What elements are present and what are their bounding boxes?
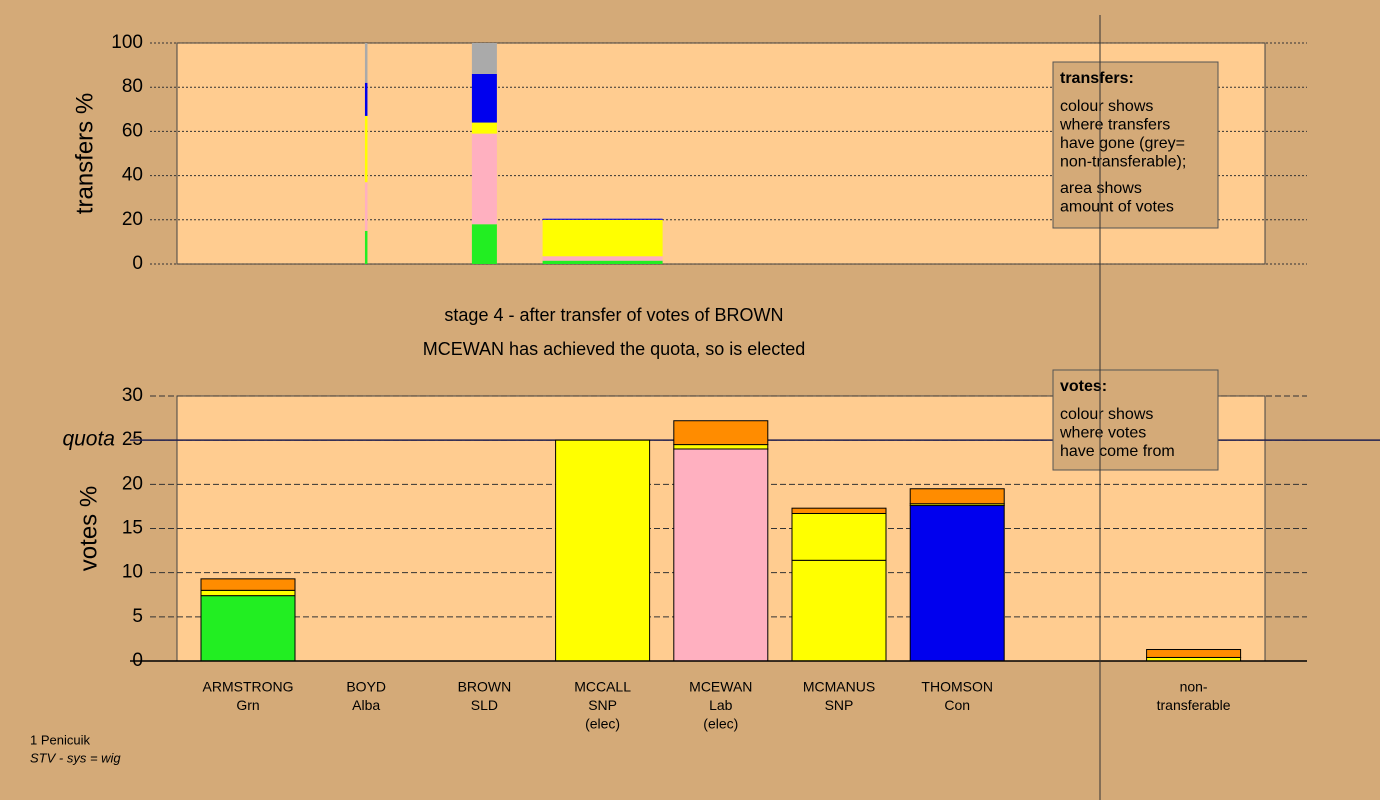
bar-segment xyxy=(791,559,887,662)
bar-segment xyxy=(471,224,497,264)
bar-segment xyxy=(909,505,1005,662)
bar-segment xyxy=(200,589,296,597)
y-tick-label: 15 xyxy=(122,518,143,539)
bar-segment xyxy=(364,230,368,264)
bar-segment xyxy=(200,595,296,662)
bar-segment xyxy=(909,488,1005,505)
bar-segment xyxy=(471,133,497,225)
legend-text: colour shows xyxy=(1060,406,1153,423)
x-tick-label: MCCALL xyxy=(574,679,631,695)
legend-text: where votes xyxy=(1059,425,1146,442)
y-tick-label: 40 xyxy=(122,165,143,186)
footer-note: 1 Penicuik xyxy=(30,732,90,747)
x-tick-label: MCMANUS xyxy=(803,679,875,695)
x-tick-label: transferable xyxy=(1157,697,1231,713)
x-tick-label: Alba xyxy=(352,697,380,713)
x-tick-label: BROWN xyxy=(458,679,512,695)
footer-note: STV - sys = wig xyxy=(30,750,121,765)
x-tick-label: (elec) xyxy=(585,716,620,732)
y-tick-label: 0 xyxy=(132,253,143,274)
stage-title: stage 4 - after transfer of votes of BRO… xyxy=(444,305,783,325)
y-tick-label: 60 xyxy=(122,120,143,141)
legend-text: amount of votes xyxy=(1060,199,1174,216)
quota-label: quota xyxy=(62,428,115,451)
legend-title: transfers: xyxy=(1060,70,1134,87)
legend-text: have gone (grey= xyxy=(1060,135,1185,152)
bar-segment xyxy=(1146,649,1242,658)
x-tick-label: non- xyxy=(1180,679,1208,695)
bar-segment xyxy=(791,507,887,514)
bar-segment xyxy=(542,260,663,264)
bar-segment xyxy=(200,578,296,591)
y-tick-label: 20 xyxy=(122,209,143,230)
legend-text: colour shows xyxy=(1060,98,1153,115)
bar-segment xyxy=(673,448,769,662)
legend-box xyxy=(1052,61,1219,229)
x-tick-label: SLD xyxy=(471,697,498,713)
bar-segment xyxy=(364,115,368,183)
x-tick-label: SNP xyxy=(825,697,854,713)
bar-segment xyxy=(471,43,497,74)
stage-subtitle: MCEWAN has achieved the quota, so is ele… xyxy=(423,339,806,359)
legend-text: area shows xyxy=(1060,180,1142,197)
x-tick-label: SNP xyxy=(588,697,617,713)
legend-title: votes: xyxy=(1060,378,1107,395)
bar-segment xyxy=(364,43,368,83)
x-tick-label: THOMSON xyxy=(921,679,993,695)
legend-text: non-transferable); xyxy=(1060,154,1186,171)
y-axis-label: votes % xyxy=(75,486,102,571)
x-tick-label: (elec) xyxy=(703,716,738,732)
y-tick-label: 100 xyxy=(111,32,143,53)
bar-segment xyxy=(555,439,651,662)
x-tick-label: ARMSTRONG xyxy=(203,679,294,695)
bar-segment xyxy=(542,218,663,220)
bar-segment xyxy=(673,444,769,450)
x-tick-label: Lab xyxy=(709,697,733,713)
bar-segment xyxy=(471,122,497,134)
x-tick-label: Con xyxy=(944,697,970,713)
legend-text: where transfers xyxy=(1059,117,1170,134)
y-tick-label: 30 xyxy=(122,385,143,406)
bar-segment xyxy=(471,73,497,123)
y-axis-label: transfers % xyxy=(71,93,98,214)
bar-segment xyxy=(542,256,663,261)
y-tick-label: 5 xyxy=(132,606,143,627)
legend-box xyxy=(1052,369,1219,471)
y-tick-label: 80 xyxy=(122,76,143,97)
legend-text: have come from xyxy=(1060,443,1175,460)
x-tick-label: MCEWAN xyxy=(689,679,752,695)
bar-segment xyxy=(791,512,887,561)
bar-segment xyxy=(542,219,663,257)
y-tick-label: 10 xyxy=(122,562,143,583)
x-tick-label: BOYD xyxy=(346,679,386,695)
y-tick-label: 20 xyxy=(122,473,143,494)
bar-segment xyxy=(364,182,368,231)
bar-segment xyxy=(673,420,769,446)
x-tick-label: Grn xyxy=(236,697,259,713)
bar-segment xyxy=(364,82,368,116)
